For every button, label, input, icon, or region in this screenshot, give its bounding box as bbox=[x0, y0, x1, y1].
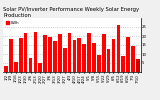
Bar bbox=[126, 37, 130, 72]
Bar bbox=[29, 58, 32, 72]
Bar bbox=[9, 39, 13, 72]
Bar bbox=[63, 48, 67, 72]
Bar bbox=[14, 62, 18, 72]
Legend: kWh: kWh bbox=[5, 20, 20, 26]
Bar bbox=[97, 55, 101, 72]
Text: Solar PV/Inverter Performance Weekly Solar Energy Production: Solar PV/Inverter Performance Weekly Sol… bbox=[3, 7, 139, 18]
Bar bbox=[131, 46, 135, 72]
Bar bbox=[43, 35, 47, 72]
Bar bbox=[112, 39, 115, 72]
Bar bbox=[34, 32, 37, 72]
Bar bbox=[92, 43, 96, 72]
Bar bbox=[102, 34, 106, 72]
Bar bbox=[58, 34, 62, 72]
Bar bbox=[38, 63, 42, 72]
Bar bbox=[121, 56, 125, 72]
Bar bbox=[53, 40, 57, 72]
Bar bbox=[82, 44, 86, 72]
Bar bbox=[19, 38, 23, 72]
Bar bbox=[87, 33, 91, 72]
Bar bbox=[24, 33, 28, 72]
Bar bbox=[73, 40, 76, 72]
Bar bbox=[4, 66, 8, 72]
Bar bbox=[136, 59, 140, 72]
Bar bbox=[77, 38, 81, 72]
Bar bbox=[68, 33, 71, 72]
Bar bbox=[116, 25, 120, 72]
Bar bbox=[48, 37, 52, 72]
Bar bbox=[107, 49, 110, 72]
